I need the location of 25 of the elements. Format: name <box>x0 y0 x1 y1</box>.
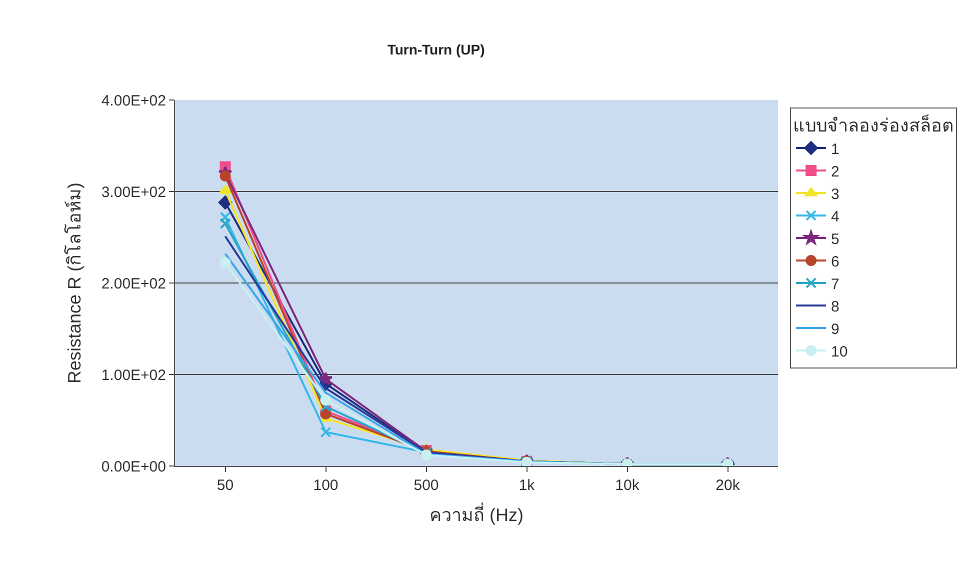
x-tick-label: 500 <box>414 477 439 494</box>
y-tick-label: 2.00E+02 <box>101 275 166 292</box>
legend-title: แบบจำลองร่องสล็อต <box>793 114 954 136</box>
y-tick-label: 0.00E+00 <box>101 458 166 476</box>
legend-label: 3 <box>831 186 840 203</box>
legend-label: 5 <box>831 230 840 248</box>
chart-title: Turn-Turn (UP) <box>387 42 485 58</box>
legend-label: 4 <box>831 208 840 226</box>
legend-label: 6 <box>831 253 840 270</box>
x-tick-label: 50 <box>216 477 234 494</box>
legend-label: 7 <box>831 276 840 293</box>
legend-label: 10 <box>831 343 848 360</box>
x-tick-label: 20k <box>716 477 740 494</box>
x-tick-label: 10k <box>615 477 640 494</box>
y-tick-label: 1.00E+02 <box>101 366 166 384</box>
legend-label: 1 <box>831 140 840 158</box>
y-tick-label: 3.00E+02 <box>101 184 166 201</box>
y-axis-title: Resistance R (กิโลโอห์ม) <box>64 182 85 384</box>
legend-label: 9 <box>831 320 840 338</box>
y-tick-label: 4.00E+02 <box>101 92 166 110</box>
x-tick-label: 100 <box>313 477 338 494</box>
legend-label: 2 <box>831 163 840 180</box>
legend-label: 8 <box>831 298 840 316</box>
x-tick-label: 1k <box>518 477 536 494</box>
x-axis-title: ความถี่ (Hz) <box>430 502 524 526</box>
